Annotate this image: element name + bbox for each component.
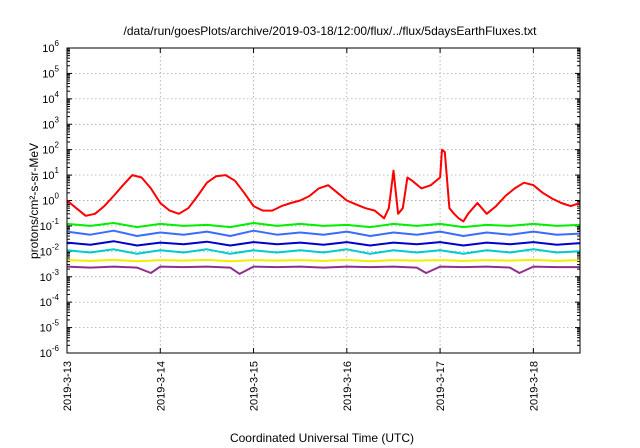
plot-frame xyxy=(66,47,581,354)
y-tick-label: 10-6 xyxy=(40,344,60,360)
x-tick-label: 2019-3-14 xyxy=(155,361,167,411)
x-tick-label: 2019-3-17 xyxy=(435,361,447,411)
chart-title: /data/run/goesPlots/archive/2019-03-18/1… xyxy=(124,24,538,38)
x-tick-labels: 2019-3-13 2019-3-14 2019-3-15 2019-3-16 2019… xyxy=(62,361,540,411)
series-line-4 xyxy=(66,240,581,247)
y-tick-label: 100 xyxy=(42,192,59,208)
y-tick-label: 106 xyxy=(42,39,59,55)
y-tick-label: 101 xyxy=(42,166,59,182)
y-tick-label: 10-3 xyxy=(40,268,60,284)
y-tick-label: 103 xyxy=(42,115,59,131)
x-tick-label: 2019-3-13 xyxy=(62,361,74,411)
series-layer xyxy=(66,148,581,275)
x-tick-label: 2019-3-18 xyxy=(528,361,540,411)
x-axis-label: Coordinated Universal Time (UTC) xyxy=(230,431,414,445)
y-tick-label: 105 xyxy=(42,64,59,80)
series-line-7 xyxy=(66,265,580,275)
y-tick-label: 10-5 xyxy=(40,319,60,335)
x-tick-label: 2019-3-16 xyxy=(342,361,354,411)
y-axis-label: protons/cm²-s-sr-MeV xyxy=(27,143,41,259)
series-line-3 xyxy=(66,229,581,237)
series-line-2 xyxy=(66,222,581,229)
series-line-1 xyxy=(66,148,581,223)
series-line-6 xyxy=(66,258,581,263)
series-line-5 xyxy=(66,248,581,255)
y-tick-label: 10-1 xyxy=(40,217,60,233)
grid-layer xyxy=(66,47,580,354)
x-tick-label: 2019-3-15 xyxy=(249,361,261,411)
y-tick-label: 10-2 xyxy=(40,242,60,258)
y-tick-labels: 10-6 10-5 10-4 10-3 10-2 10-1 100 101 102 103 104 1… xyxy=(40,39,60,360)
y-tick-label: 10-4 xyxy=(40,293,60,309)
y-tick-label: 104 xyxy=(42,90,59,106)
y-tick-label: 102 xyxy=(42,141,59,157)
